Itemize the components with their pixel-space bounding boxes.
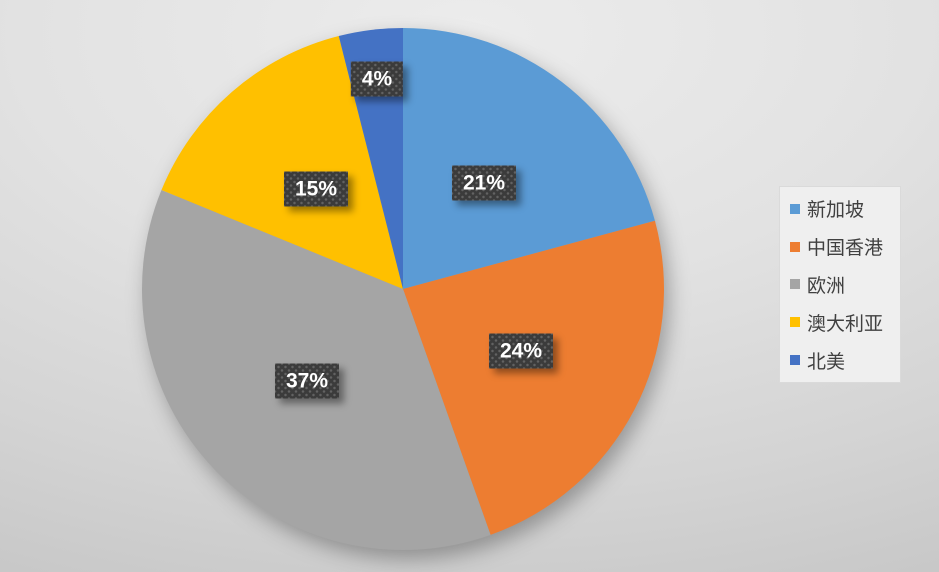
legend-item-北美[interactable]: 北美 [780, 347, 900, 374]
legend-swatch-icon [790, 241, 800, 252]
legend-item-新加坡[interactable]: 新加坡 [780, 195, 900, 222]
pie-slice-中国香港[interactable] [403, 220, 665, 535]
legend-label: 新加坡 [807, 200, 865, 222]
legend-item-中国香港[interactable]: 中国香港 [780, 233, 900, 260]
pie-slice-欧洲[interactable] [142, 190, 491, 550]
legend-label: 欧洲 [807, 275, 846, 297]
pie-slice-澳大利亚[interactable] [161, 36, 403, 289]
legend-swatch-icon [790, 317, 800, 328]
legend-swatch-icon [790, 279, 800, 290]
pie-slice-北美[interactable] [338, 28, 403, 289]
legend: 新加坡中国香港欧洲澳大利亚北美 [779, 186, 901, 383]
legend-label: 北美 [807, 351, 846, 373]
legend-swatch-icon [790, 355, 800, 366]
legend-swatch-icon [790, 203, 800, 214]
pie-slice-新加坡[interactable] [403, 28, 655, 289]
legend-item-欧洲[interactable]: 欧洲 [780, 271, 900, 298]
legend-label: 澳大利亚 [807, 313, 884, 335]
legend-item-澳大利亚[interactable]: 澳大利亚 [780, 309, 900, 336]
legend-label: 中国香港 [807, 238, 884, 260]
